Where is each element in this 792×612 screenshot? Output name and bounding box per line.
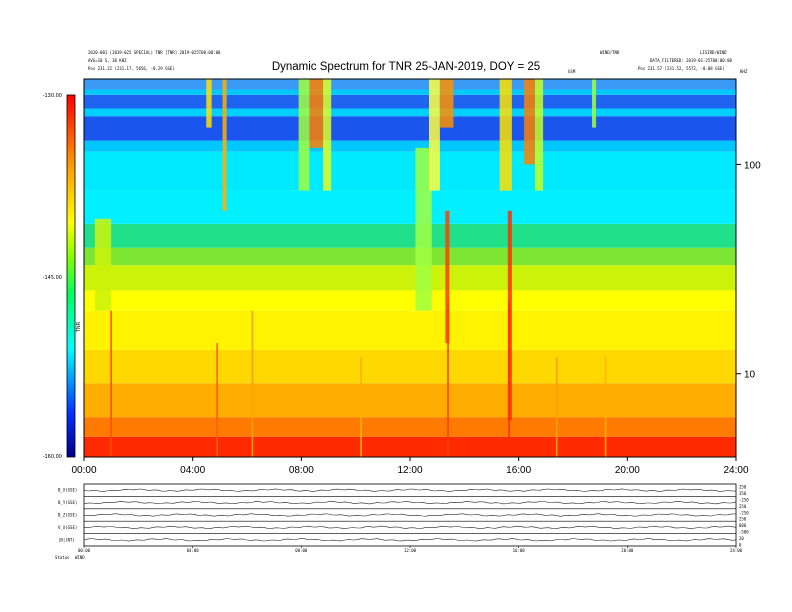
burst-6 bbox=[415, 147, 432, 311]
panel-right-label-1: 350 bbox=[739, 491, 747, 496]
y-tick-label-0: 100 bbox=[744, 160, 761, 171]
colorbar bbox=[67, 95, 75, 457]
colorbar-label-top: -130.00 bbox=[43, 93, 62, 99]
band-7 bbox=[84, 247, 736, 266]
band-2 bbox=[84, 383, 736, 418]
header-right-corner: KHZ bbox=[740, 69, 748, 74]
panel-x-tick-label-1: 04:00 bbox=[187, 548, 200, 553]
band-13 bbox=[84, 108, 736, 117]
panel-x-tick-label-2: 08:00 bbox=[295, 548, 308, 553]
panel-right-label-8: 20 bbox=[739, 536, 744, 541]
burst-1 bbox=[206, 79, 212, 128]
panel-label-2: B_Z(GSE) bbox=[58, 513, 77, 518]
band-4 bbox=[84, 310, 736, 350]
header-right-line3: DATA_FILTERED: 2019-01-25T00:00:00 bbox=[650, 58, 732, 63]
header-left-line2: AVG=10 S, 30 KHZ bbox=[88, 58, 127, 63]
band-0 bbox=[84, 436, 736, 457]
header-right-line4: Pos 231.57 (231.52, 5572, -0.08 GSE) bbox=[638, 66, 725, 71]
panel-x-tick-label-4: 16:00 bbox=[513, 548, 526, 553]
header-left-line3: Pos 231.22 (231.17, 5656, -0.29 GSE) bbox=[88, 66, 175, 71]
panel-right-label-0: 250 bbox=[739, 485, 747, 490]
panel-trace-4 bbox=[83, 538, 737, 542]
panel-right-label-2: -250 bbox=[739, 497, 749, 502]
panel-trace-3 bbox=[83, 525, 737, 530]
burst-10 bbox=[499, 79, 512, 191]
panel-x-tick-label-6: 24:00 bbox=[730, 548, 743, 553]
band-9 bbox=[84, 190, 736, 224]
panel-label-4: |B|(NT) bbox=[58, 537, 75, 542]
status-value: WIND bbox=[75, 555, 85, 560]
band-15 bbox=[84, 89, 736, 95]
burst-2 bbox=[222, 79, 227, 211]
panel-label-3: V_X(GSE) bbox=[58, 525, 77, 530]
header-left-line1: 2020-001 (2019-025 SPECIAL) TNR [TNR] 20… bbox=[88, 50, 221, 55]
colorbar-label-mid: -145.00 bbox=[43, 275, 62, 281]
y-axis: 100 10 bbox=[736, 160, 761, 381]
panel-x-tick-label-0: 00:00 bbox=[78, 548, 91, 553]
panel-right-label-6: 800 bbox=[739, 523, 747, 528]
band-3 bbox=[84, 349, 736, 384]
header-center-small: GSM bbox=[568, 69, 576, 74]
burst-8 bbox=[439, 79, 454, 128]
burst-7 bbox=[429, 79, 440, 191]
band-11 bbox=[84, 140, 736, 152]
band-10 bbox=[84, 151, 736, 191]
x-tick-label-4: 16:00 bbox=[506, 465, 531, 476]
burst-13 bbox=[534, 79, 544, 191]
burst-9 bbox=[445, 210, 450, 344]
band-6 bbox=[84, 265, 736, 291]
x-tick-label-2: 08:00 bbox=[289, 465, 314, 476]
panel-trace-0 bbox=[83, 488, 737, 492]
band-14 bbox=[84, 94, 736, 109]
x-axis: 00:00 04:00 08:00 12:00 16:00 20:00 24:00 bbox=[71, 457, 749, 476]
panel-label-1: B_Y(GSE) bbox=[58, 500, 77, 505]
panel-right-label-7: -500 bbox=[739, 530, 749, 535]
header-right-line2: LISIRD/WIND bbox=[700, 50, 727, 55]
burst-5 bbox=[323, 79, 332, 191]
x-tick-label-3: 12:00 bbox=[397, 465, 422, 476]
colorbar-label-bottom: -160.00 bbox=[43, 454, 62, 460]
burst-4 bbox=[309, 79, 324, 148]
spectrum-streaks bbox=[110, 302, 607, 457]
spectrum-bands bbox=[84, 79, 736, 457]
x-tick-label-1: 04:00 bbox=[180, 465, 205, 476]
band-8 bbox=[84, 223, 736, 248]
x-tick-label-0: 00:00 bbox=[71, 465, 96, 476]
panels-frame bbox=[83, 483, 737, 547]
burst-3 bbox=[298, 79, 310, 191]
panel-label-0: B_X(GSE) bbox=[58, 488, 77, 493]
x-tick-label-5: 20:00 bbox=[615, 465, 640, 476]
colorbar-side-label: TNR bbox=[76, 321, 82, 333]
band-12 bbox=[84, 116, 736, 141]
burst-12 bbox=[524, 79, 535, 165]
band-5 bbox=[84, 290, 736, 311]
header-right-line1: WIND/TNR bbox=[600, 50, 620, 55]
panel-trace-2 bbox=[84, 513, 737, 517]
band-16 bbox=[84, 79, 736, 90]
panel-right-label-9: 0 bbox=[739, 543, 742, 548]
burst-14 bbox=[592, 79, 597, 128]
parameter-panels: B_X(GSE) B_Y(GSE) B_Z(GSE) V_X(GSE) |B|(NT) 2… bbox=[58, 483, 749, 553]
panel-x-tick-label-3: 12:00 bbox=[404, 548, 417, 553]
panel-trace-1 bbox=[83, 500, 737, 505]
colorbar-frame bbox=[66, 94, 76, 458]
panel-right-label-5: 250 bbox=[739, 517, 747, 522]
chart-title: Dynamic Spectrum for TNR 25-JAN-2019, DO… bbox=[272, 61, 540, 73]
y-tick-label-1: 10 bbox=[744, 370, 756, 381]
panel-right-label-4: -250 bbox=[739, 510, 749, 515]
x-tick-label-6: 24:00 bbox=[723, 465, 748, 476]
panel-x-tick-label-5: 20:00 bbox=[621, 548, 634, 553]
status-label: Status bbox=[55, 555, 70, 560]
band-1 bbox=[84, 417, 736, 437]
panel-right-label-3: 250 bbox=[739, 504, 747, 509]
burst-0 bbox=[94, 218, 112, 311]
